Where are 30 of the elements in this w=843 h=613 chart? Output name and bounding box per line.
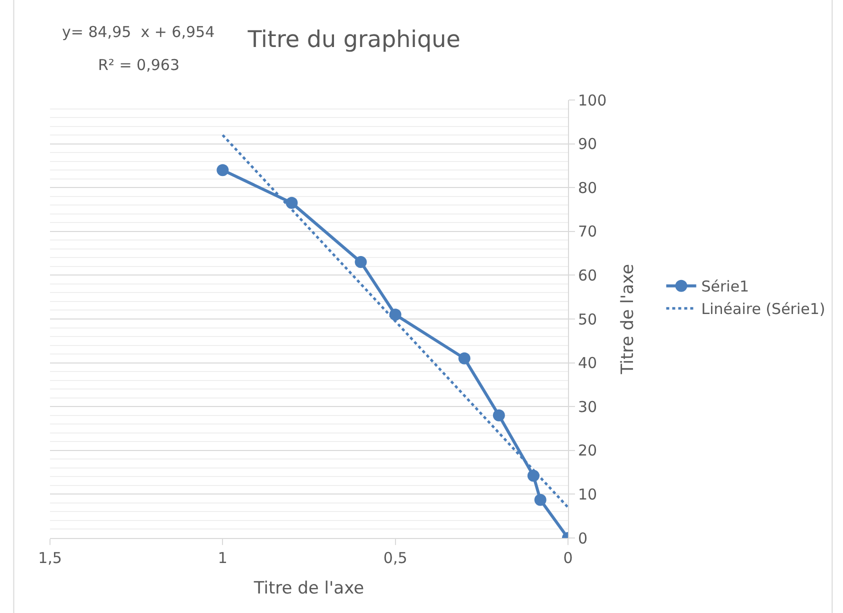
x-tick-label: 1,5 bbox=[38, 549, 62, 567]
y-tick-label: 20 bbox=[578, 442, 598, 460]
point bbox=[458, 352, 470, 364]
legend-label: Linéaire (Série1) bbox=[701, 300, 826, 318]
x-tick-label: 0 bbox=[563, 549, 573, 567]
text: y= 84,95 x + 6,954 bbox=[62, 23, 215, 41]
point bbox=[216, 164, 229, 176]
x-tick-label: 0,5 bbox=[383, 549, 408, 567]
point bbox=[389, 308, 402, 321]
y-tick-label: 0 bbox=[578, 529, 588, 548]
y-tick-label: 80 bbox=[578, 178, 598, 197]
y-tick-label: 50 bbox=[578, 310, 598, 328]
y-axis-title: Titre de l'axe bbox=[618, 264, 638, 376]
point bbox=[534, 494, 546, 506]
y-tick-label: 60 bbox=[578, 266, 598, 284]
y-tick-label: 40 bbox=[578, 354, 598, 372]
x-axis-title: Titre de l'axe bbox=[252, 578, 364, 598]
point bbox=[286, 196, 298, 209]
x-tick-label: 1 bbox=[218, 549, 228, 567]
chart-title: Titre du graphique bbox=[246, 26, 460, 53]
y-tick-label: 70 bbox=[578, 222, 598, 241]
point bbox=[492, 409, 505, 422]
legend-label: Série1 bbox=[701, 278, 750, 296]
y-tick-label: 10 bbox=[578, 485, 598, 504]
y-tick-label: 100 bbox=[578, 91, 607, 110]
point bbox=[354, 256, 367, 268]
text: R² = 0,963 bbox=[98, 56, 180, 74]
y-tick-label: 90 bbox=[578, 135, 598, 154]
y-tick-label: 30 bbox=[578, 398, 598, 416]
point bbox=[527, 470, 540, 482]
